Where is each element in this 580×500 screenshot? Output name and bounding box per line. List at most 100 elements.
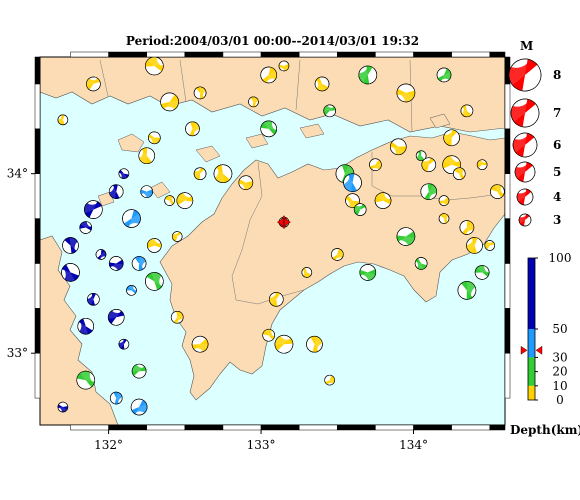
event-beachball[interactable] xyxy=(388,137,408,157)
event-beachball[interactable] xyxy=(130,362,148,380)
event-beachball[interactable] xyxy=(323,373,337,387)
event-beachball[interactable] xyxy=(395,226,417,248)
event-beachball[interactable] xyxy=(119,206,144,231)
event-beachball[interactable] xyxy=(190,334,211,355)
axis-labels: 132° 133° 134° 34° 33° xyxy=(7,167,428,452)
event-beachball[interactable] xyxy=(157,89,182,114)
event-beachball[interactable] xyxy=(192,166,208,182)
event-beachball[interactable] xyxy=(258,118,280,140)
event-beachball[interactable] xyxy=(483,239,497,253)
event-beachball[interactable] xyxy=(258,64,280,86)
event-beachball[interactable] xyxy=(473,264,491,282)
event-beachball[interactable] xyxy=(342,172,363,193)
event-beachball[interactable] xyxy=(459,103,475,119)
magnitude-legend-ball[interactable] xyxy=(509,129,542,162)
event-beachball[interactable] xyxy=(441,127,462,148)
event-beachball[interactable] xyxy=(451,165,468,182)
event-beachball[interactable] xyxy=(185,121,200,137)
frame-tick-top xyxy=(413,51,452,58)
event-beachball[interactable] xyxy=(163,194,177,208)
event-beachball[interactable] xyxy=(170,310,185,325)
event-beachball[interactable] xyxy=(211,161,235,186)
event-beachball[interactable] xyxy=(419,182,438,201)
event-beachball[interactable] xyxy=(170,230,184,244)
event-beachball[interactable] xyxy=(192,85,208,101)
event-beachball[interactable] xyxy=(359,264,377,281)
frame-ticks xyxy=(34,51,511,431)
event-beachball[interactable] xyxy=(413,255,430,272)
event-beachball[interactable] xyxy=(419,155,438,174)
mainshock-marker[interactable] xyxy=(276,215,291,230)
magnitude-legend-ball[interactable] xyxy=(506,94,544,132)
event-beachball[interactable] xyxy=(367,156,384,173)
frame-tick-right xyxy=(504,83,511,130)
event-beachball[interactable] xyxy=(137,146,157,166)
event-beachball[interactable] xyxy=(118,338,130,350)
event-beachball[interactable] xyxy=(81,197,106,222)
event-beachball[interactable] xyxy=(60,235,82,257)
event-beachball[interactable] xyxy=(437,212,451,226)
event-beachball[interactable] xyxy=(466,237,483,254)
event-beachball[interactable] xyxy=(108,184,124,200)
event-beachball[interactable] xyxy=(488,182,508,202)
event-beachball[interactable] xyxy=(272,332,296,356)
frame-tick-bottom xyxy=(489,424,506,431)
event-beachball[interactable] xyxy=(73,368,98,393)
event-beachball[interactable] xyxy=(58,260,83,285)
event-beachball[interactable] xyxy=(57,401,69,413)
event-beachball[interactable] xyxy=(57,114,69,126)
event-beachball[interactable] xyxy=(278,60,290,72)
magnitude-legend-label: 7 xyxy=(553,106,561,120)
event-beachball[interactable] xyxy=(248,96,260,108)
event-beachball[interactable] xyxy=(415,149,428,162)
map-area[interactable] xyxy=(39,56,506,426)
event-beachball[interactable] xyxy=(84,74,104,94)
event-beachball[interactable] xyxy=(108,255,125,272)
event-beachball[interactable] xyxy=(128,396,151,419)
event-beachball[interactable] xyxy=(94,248,107,261)
event-beachball[interactable] xyxy=(312,74,332,94)
event-beachball[interactable] xyxy=(300,265,314,279)
lon-tick-label: 132° xyxy=(94,438,123,452)
event-beachball[interactable] xyxy=(117,167,131,181)
lat-tick-label: 33° xyxy=(7,346,28,360)
event-beachball[interactable] xyxy=(105,306,127,328)
event-beachball[interactable] xyxy=(458,218,476,236)
kyushu-land xyxy=(40,235,119,425)
event-beachball[interactable] xyxy=(109,391,123,405)
event-beachball[interactable] xyxy=(437,194,450,207)
event-beachball[interactable] xyxy=(305,335,323,353)
event-beachball[interactable] xyxy=(79,221,93,235)
event-beachball[interactable] xyxy=(352,201,369,218)
magnitude-legend-ball[interactable] xyxy=(511,158,538,185)
event-beachball[interactable] xyxy=(147,130,162,145)
event-beachball[interactable] xyxy=(238,175,254,191)
island xyxy=(429,113,451,129)
event-beachball[interactable] xyxy=(142,269,167,294)
event-beachball[interactable] xyxy=(329,246,346,263)
event-beachball[interactable] xyxy=(455,279,478,302)
event-beachball[interactable] xyxy=(261,327,277,343)
event-beachball[interactable] xyxy=(147,238,162,253)
event-beachball[interactable] xyxy=(396,83,416,103)
event-beachball[interactable] xyxy=(140,185,154,198)
frame-tick-bottom xyxy=(451,424,491,431)
event-beachball[interactable] xyxy=(87,293,100,306)
event-beachball[interactable] xyxy=(476,159,488,171)
event-beachball[interactable] xyxy=(74,315,96,337)
island xyxy=(117,133,145,153)
magnitude-legend-ball[interactable] xyxy=(514,186,536,208)
event-beachball[interactable] xyxy=(268,291,285,308)
event-beachball[interactable] xyxy=(175,191,194,210)
event-beachball[interactable] xyxy=(143,55,165,77)
event-beachball[interactable] xyxy=(322,103,338,119)
magnitude-legend-title: M xyxy=(520,39,533,53)
magnitude-legend-label: 5 xyxy=(553,165,561,179)
magnitude-legend-ball[interactable] xyxy=(503,53,547,97)
event-beachball[interactable] xyxy=(357,64,378,85)
event-beachball[interactable] xyxy=(434,65,454,85)
event-beachball[interactable] xyxy=(130,255,147,273)
event-beachball[interactable] xyxy=(374,192,392,210)
event-beachball[interactable] xyxy=(125,284,138,297)
magnitude-legend-ball[interactable] xyxy=(517,212,533,228)
